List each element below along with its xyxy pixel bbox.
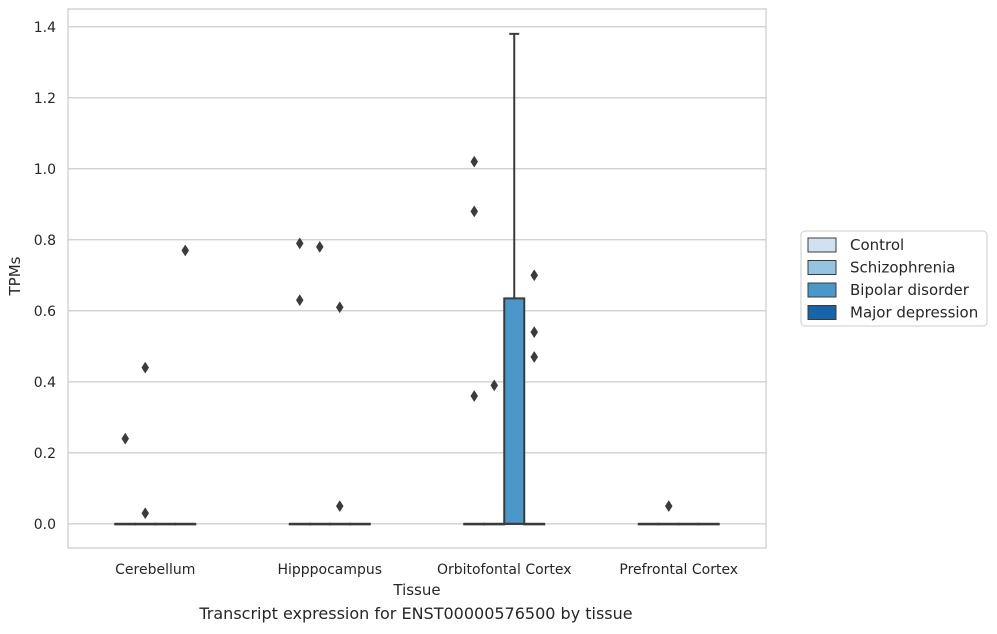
y-tick-labels: 0.0 0.2 0.4 0.6 0.8 1.0 1.2 1.4	[34, 20, 56, 533]
y-tick-label: 0.8	[34, 233, 56, 249]
outlier-point	[664, 500, 673, 513]
x-tick-label: Hipppocampus	[277, 562, 382, 578]
y-tick-label: 1.2	[34, 91, 56, 107]
outlier-point	[141, 507, 150, 520]
outlier-point	[295, 294, 304, 307]
legend-swatch	[807, 237, 837, 253]
legend-frame	[800, 230, 988, 327]
plot-frame	[67, 8, 767, 549]
outliers	[121, 155, 673, 520]
outlier-point	[490, 379, 499, 392]
legend-label: Schizophrenia	[850, 259, 955, 277]
y-tick-label: 0.0	[34, 517, 56, 533]
outlier-point	[335, 500, 344, 513]
outlier-point	[530, 326, 539, 339]
outlier-point	[121, 432, 130, 445]
outlier-point	[470, 205, 479, 218]
outlier-point	[315, 240, 324, 253]
legend-swatch	[807, 282, 837, 298]
legend-label: Bipolar disorder	[850, 281, 970, 299]
y-tick-label: 0.6	[34, 304, 56, 320]
y-tick-label: 0.4	[34, 375, 56, 391]
figure-caption: Transcript expression for ENST0000057650…	[199, 604, 633, 623]
outlier-point	[141, 361, 150, 374]
boxes	[114, 32, 720, 526]
legend: Control Schizophrenia Bipolar disorder Majo…	[800, 230, 988, 327]
x-tick-label: Cerebellum	[115, 562, 195, 578]
legend-swatch	[807, 305, 837, 320]
x-axis-title: Tissue	[392, 581, 440, 599]
box	[503, 297, 526, 525]
legend-label: Control	[850, 236, 904, 254]
legend-swatch	[807, 260, 837, 275]
legend-items: Control Schizophrenia Bipolar disorder Majo…	[807, 236, 978, 322]
outlier-point	[530, 351, 539, 363]
outlier-point	[295, 237, 304, 250]
y-tick-label: 1.0	[34, 162, 56, 178]
outlier-point	[335, 301, 344, 314]
legend-label: Major depression	[850, 304, 978, 322]
outlier-point	[470, 390, 479, 402]
outlier-point	[470, 155, 479, 168]
x-tick-label: Orbitofontal Cortex	[437, 562, 572, 578]
y-tick-label: 0.2	[34, 446, 56, 462]
x-tick-label: Prefrontal Cortex	[619, 562, 738, 578]
y-tick-label: 1.4	[34, 20, 56, 36]
x-tick-labels: Cerebellum Hipppocampus Orbitofontal Corte…	[115, 562, 738, 578]
outlier-point	[530, 269, 539, 282]
outlier-point	[181, 244, 190, 257]
gridlines	[68, 26, 766, 525]
y-axis-title: TPMs	[6, 256, 24, 296]
